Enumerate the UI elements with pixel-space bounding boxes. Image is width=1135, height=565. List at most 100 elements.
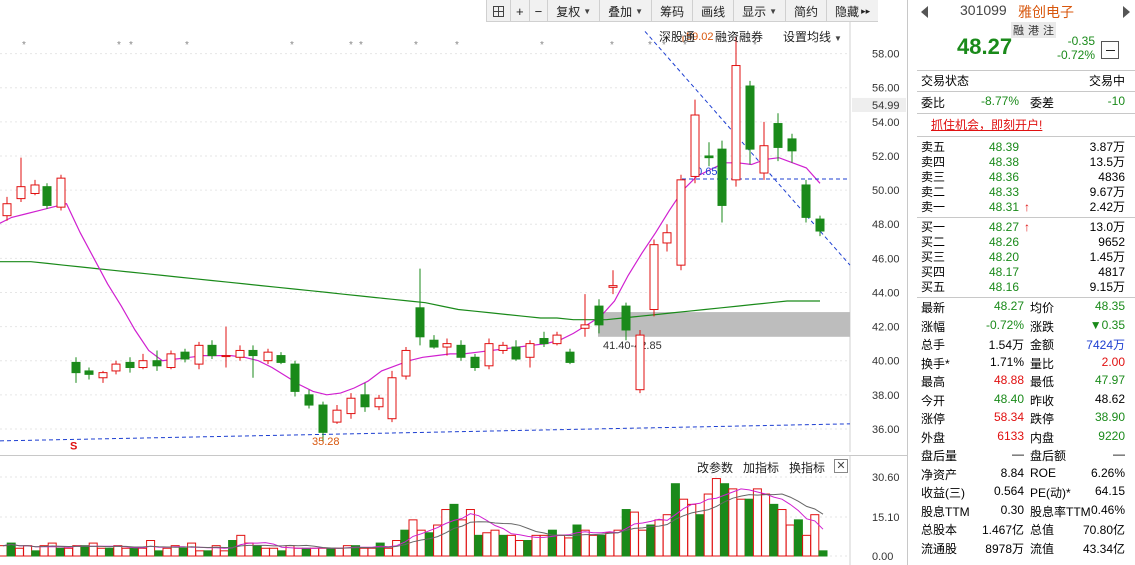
change-params-link[interactable]: 改参数 <box>697 461 734 475</box>
event-star-icon[interactable]: * <box>185 40 189 51</box>
candlestick-chart[interactable]: 58.00 56.00 54.00 52.00 50.00 48.00 46.00 44.00… <box>0 22 907 452</box>
candle[interactable] <box>111 360 121 375</box>
event-star-icon[interactable]: * <box>662 40 666 51</box>
prev-stock-icon[interactable] <box>921 6 928 18</box>
event-star-icon[interactable]: * <box>683 40 687 51</box>
zoom-out-icon[interactable]: − <box>528 0 548 22</box>
candle[interactable] <box>608 270 618 295</box>
event-star-icon[interactable]: * <box>349 40 353 51</box>
event-star-icon[interactable]: * <box>414 40 418 51</box>
candle[interactable] <box>304 389 314 409</box>
toolbar-btn-3[interactable]: 复权 ▼ <box>547 0 599 22</box>
volume-chart[interactable]: 30.60 15.10 0.00 <box>0 455 907 565</box>
candle[interactable] <box>180 348 190 363</box>
event-star-icon[interactable]: * <box>129 40 133 51</box>
candle[interactable] <box>801 179 811 223</box>
order-book-row[interactable]: 买三 48.20 1.45万 <box>917 250 1135 265</box>
candle[interactable] <box>815 215 825 237</box>
shen-gu-tong-link[interactable]: 深股通 <box>659 30 696 44</box>
event-star-icon[interactable]: * <box>455 40 459 51</box>
candle[interactable] <box>773 113 783 162</box>
event-star-icon[interactable]: * <box>648 40 652 51</box>
candle[interactable] <box>194 341 204 370</box>
candle[interactable] <box>138 353 148 370</box>
event-star-icon[interactable]: * <box>540 40 544 51</box>
candle[interactable] <box>84 367 94 380</box>
event-star-icon[interactable]: * <box>610 40 614 51</box>
candle[interactable] <box>276 352 286 365</box>
candle[interactable] <box>470 353 480 371</box>
add-indicator-link[interactable]: 加指标 <box>743 461 780 475</box>
candle[interactable] <box>318 401 328 441</box>
candle[interactable] <box>98 370 108 383</box>
candle[interactable] <box>662 224 672 252</box>
candle[interactable] <box>594 299 604 334</box>
candle[interactable] <box>401 347 411 380</box>
toolbar-btn-4[interactable]: 叠加 ▼ <box>599 0 651 22</box>
candle[interactable] <box>56 174 66 211</box>
event-star-icon[interactable]: * <box>22 40 26 51</box>
candle[interactable] <box>552 331 562 346</box>
candle[interactable] <box>759 121 769 180</box>
order-book-row[interactable]: 卖五 48.39 3.87万 <box>917 140 1135 155</box>
order-book-row[interactable]: 卖四 48.38 13.5万 <box>917 155 1135 170</box>
candle[interactable] <box>621 302 631 341</box>
margin-trading-link[interactable]: 融资融券 <box>715 30 764 44</box>
next-stock-icon[interactable] <box>1123 6 1130 18</box>
candle[interactable] <box>429 335 439 349</box>
candle[interactable] <box>346 393 356 419</box>
stock-name[interactable]: 雅创电子 <box>1018 4 1074 20</box>
candle[interactable] <box>525 340 535 368</box>
candle[interactable] <box>125 357 135 373</box>
candle[interactable] <box>676 174 686 271</box>
zoom-in-icon[interactable]: + <box>510 0 529 22</box>
candle[interactable] <box>539 331 549 348</box>
event-star-icon[interactable]: * <box>117 40 121 51</box>
candle[interactable] <box>565 348 575 365</box>
candle[interactable] <box>690 99 700 184</box>
candle[interactable] <box>290 360 300 397</box>
candle[interactable] <box>787 133 797 163</box>
candle[interactable] <box>580 294 590 337</box>
candle[interactable] <box>484 338 494 370</box>
candle[interactable] <box>235 345 245 361</box>
collapse-icon[interactable] <box>1101 41 1119 59</box>
candle[interactable] <box>263 348 273 365</box>
toolbar-btn-8[interactable]: 简约 <box>785 0 826 22</box>
order-book-row[interactable]: 买四 48.17 4817 <box>917 265 1135 280</box>
candle[interactable] <box>731 36 741 187</box>
candle[interactable] <box>42 183 52 209</box>
candle[interactable] <box>360 382 370 412</box>
order-book-row[interactable]: 卖三 48.36 4836 <box>917 170 1135 185</box>
switch-indicator-link[interactable]: 换指标 <box>789 461 826 475</box>
candle[interactable] <box>717 140 727 223</box>
candle[interactable] <box>221 326 231 368</box>
sell-signal-icon[interactable]: S <box>70 440 77 452</box>
candle[interactable] <box>387 370 397 423</box>
order-book-row[interactable]: 卖一 48.31 ↑ 2.42万 <box>917 200 1135 215</box>
order-book-row[interactable]: 买二 48.26 9652 <box>917 235 1135 250</box>
ma-settings-link[interactable]: 设置均线 ▼ <box>783 28 842 45</box>
toolbar-btn-9[interactable]: 隐藏 ▸▸ <box>826 0 878 22</box>
candle[interactable] <box>166 350 176 370</box>
candle[interactable] <box>332 405 342 424</box>
candle[interactable] <box>635 329 645 394</box>
order-book-row[interactable]: 卖二 48.33 9.67万 <box>917 185 1135 200</box>
candle[interactable] <box>152 350 162 371</box>
candle[interactable] <box>207 340 217 359</box>
toolbar-btn-6[interactable]: 画线 <box>692 0 733 22</box>
candle[interactable] <box>456 340 466 361</box>
candle[interactable] <box>30 179 40 196</box>
candle[interactable] <box>704 142 714 167</box>
close-indicator-icon[interactable]: ✕ <box>834 459 848 473</box>
candle[interactable] <box>498 341 508 354</box>
toolbar-btn-5[interactable]: 筹码 <box>651 0 692 22</box>
panel-divider[interactable] <box>907 0 917 565</box>
candle[interactable] <box>745 80 755 165</box>
order-book-row[interactable]: 买五 48.16 9.15万 <box>917 280 1135 295</box>
candle[interactable] <box>442 338 452 356</box>
toolbar-btn-7[interactable]: 显示 ▼ <box>733 0 785 22</box>
candle[interactable] <box>2 196 12 221</box>
candle[interactable] <box>71 357 81 383</box>
open-account-link[interactable]: 抓住机会，即刻开户! <box>931 118 1043 132</box>
